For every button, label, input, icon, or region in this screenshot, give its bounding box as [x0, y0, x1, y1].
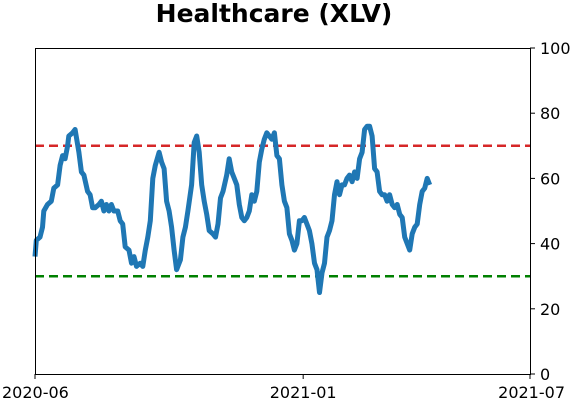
y-tick-label: 20	[540, 300, 560, 319]
series-layer	[32, 123, 433, 295]
y-tick-label: 80	[540, 104, 560, 123]
y-axis: 0 20 40 60 80 100	[530, 39, 571, 384]
chart-title: Healthcare (XLV)	[156, 0, 393, 28]
y-tick-label: 0	[540, 365, 550, 384]
series-line	[32, 123, 433, 295]
x-tick-label: 2020-06	[2, 383, 69, 402]
y-tick-label: 40	[540, 235, 560, 254]
plot-frame	[35, 48, 531, 375]
x-tick-label: 2021-01	[270, 383, 337, 402]
x-axis: 2020-06 2021-01 2021-07	[2, 374, 565, 402]
reference-lines	[35, 144, 530, 278]
x-tick-label: 2021-07	[498, 383, 565, 402]
y-tick-label: 60	[540, 169, 560, 188]
y-tick-label: 100	[540, 39, 571, 58]
